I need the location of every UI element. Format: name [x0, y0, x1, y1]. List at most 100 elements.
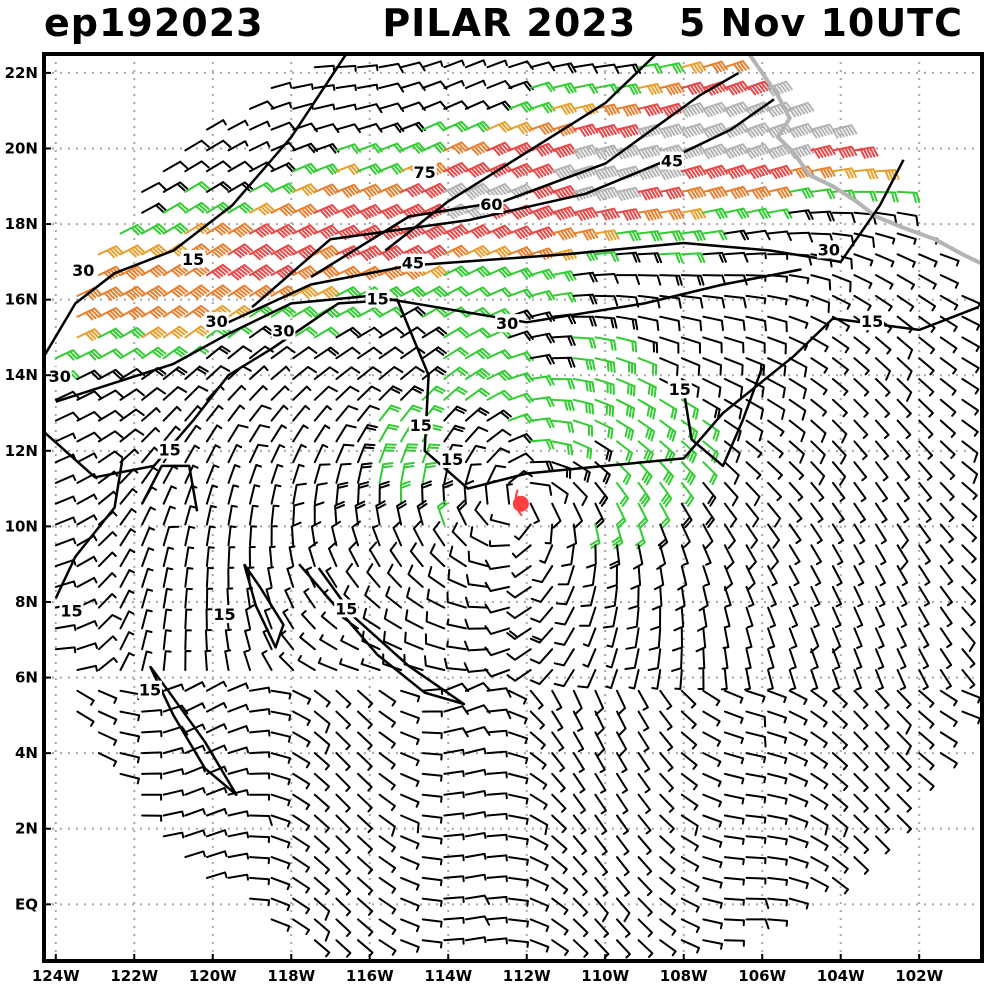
wind-barb — [76, 642, 98, 651]
wind-barb — [443, 346, 469, 360]
wind-barb — [616, 793, 629, 815]
wind-barb — [637, 731, 650, 753]
wind-barb — [421, 100, 448, 110]
coastline — [746, 54, 982, 266]
wind-barb — [745, 523, 759, 549]
wind-barb — [205, 139, 232, 152]
wind-barb — [443, 875, 465, 883]
wind-barb — [939, 398, 957, 417]
wind-barb — [141, 751, 163, 759]
wind-barb — [162, 505, 176, 526]
storm-center-marker — [512, 489, 529, 517]
wind-barb — [486, 59, 508, 69]
wind-barb — [364, 585, 381, 609]
wind-barb — [421, 285, 448, 298]
wind-barb — [339, 658, 359, 671]
wind-barb — [961, 669, 976, 689]
lon-tick-label: 120W — [189, 967, 237, 985]
wind-barb — [335, 204, 362, 219]
wind-barb — [205, 263, 232, 279]
wind-barb — [270, 101, 293, 110]
wind-barb — [486, 708, 512, 720]
wind-barb — [292, 306, 318, 318]
wind-barb — [119, 488, 138, 505]
wind-barb — [616, 772, 629, 794]
wind-barb — [767, 315, 788, 333]
wind-barb — [723, 294, 747, 309]
wind-barb — [680, 752, 698, 770]
wind-barb — [853, 502, 866, 524]
wind-barb — [551, 814, 567, 834]
wind-barb — [831, 336, 850, 354]
wind-barb — [831, 814, 849, 838]
wind-barb — [961, 378, 980, 395]
wind-barb — [939, 606, 953, 628]
wind-barb — [616, 124, 642, 138]
wind-barb — [357, 710, 373, 730]
wind-barb — [335, 710, 352, 730]
wind-barb — [698, 648, 706, 670]
wind-barb — [853, 585, 864, 608]
wind-barb — [141, 446, 160, 464]
wind-barb — [162, 567, 174, 588]
wind-barb — [97, 450, 124, 464]
wind-barb — [853, 835, 870, 855]
wind-barb — [810, 294, 830, 314]
wind-barb — [551, 356, 576, 368]
wind-barb — [745, 502, 760, 528]
wind-barb — [853, 689, 869, 709]
wind-barb — [530, 585, 554, 603]
wind-barb — [918, 336, 936, 355]
wind-barb — [831, 274, 852, 293]
wind-barb — [723, 315, 746, 331]
wind-barb — [54, 624, 77, 631]
wind-barb — [831, 752, 849, 771]
wind-barb — [788, 101, 815, 118]
wind-barb — [335, 366, 361, 380]
wind-barb — [702, 461, 718, 486]
wind-barb — [672, 627, 683, 652]
wind-barb — [594, 481, 609, 507]
wind-barb — [767, 897, 788, 907]
wind-barb — [853, 253, 874, 267]
mexico-coastline — [746, 54, 982, 266]
wind-barb — [810, 144, 836, 159]
wind-barb — [918, 398, 934, 418]
wind-barb — [383, 608, 403, 630]
isotach-label-bg — [334, 599, 359, 618]
wind-barb — [270, 463, 284, 484]
wind-barb — [637, 939, 654, 958]
wind-barb — [831, 856, 849, 874]
wind-barb — [680, 61, 707, 74]
wind-barb — [508, 392, 534, 404]
wind-barb — [486, 100, 513, 111]
wind-barb — [625, 627, 640, 650]
wind-barb — [464, 426, 489, 443]
wind-barb — [313, 64, 336, 72]
wind-barb — [680, 274, 705, 286]
wind-barb — [141, 650, 153, 671]
wind-barb — [628, 585, 640, 610]
wind-barb — [119, 731, 141, 743]
wind-barb — [810, 315, 830, 331]
wind-barb — [918, 585, 931, 607]
wind-barb — [301, 610, 316, 630]
wind-barb — [141, 407, 161, 422]
wind-barb — [788, 897, 809, 910]
wind-barb — [249, 464, 262, 484]
wind-barb — [227, 119, 249, 131]
wind-barb — [421, 121, 448, 132]
isotach-label-bg — [59, 601, 84, 620]
wind-barb — [939, 669, 952, 690]
wind-barb — [486, 771, 508, 779]
wind-barb — [788, 378, 807, 400]
wind-barb — [389, 541, 403, 568]
wind-barb — [659, 772, 674, 793]
wind-barb — [918, 294, 937, 312]
wind-barb — [853, 440, 868, 461]
wind-barb — [249, 897, 270, 907]
wind-barb — [572, 83, 599, 94]
wind-barb — [572, 502, 583, 529]
wind-barb — [313, 939, 331, 958]
wind-barb — [270, 203, 297, 217]
